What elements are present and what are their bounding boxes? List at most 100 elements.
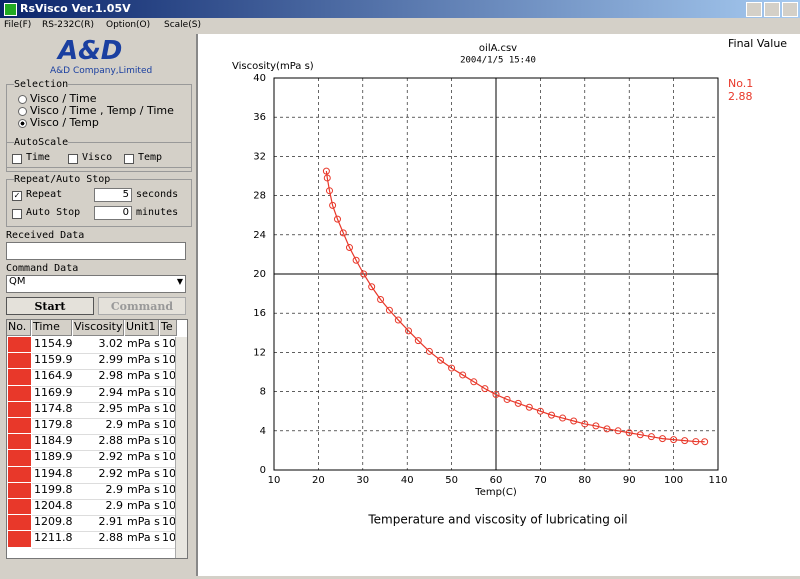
cell: mPa s xyxy=(125,515,160,533)
row-marker xyxy=(8,401,31,417)
cell: 2.99 xyxy=(73,353,125,371)
close[interactable] xyxy=(782,2,798,17)
data-point xyxy=(352,256,360,264)
checkbox-label: Repeat xyxy=(26,189,63,200)
app-icon xyxy=(4,3,17,16)
x-tick-label: 50 xyxy=(445,475,458,486)
data-point xyxy=(670,436,678,444)
data-point xyxy=(425,347,433,355)
checkbox-list: Time Visco Temp xyxy=(12,152,192,166)
data-table: No. Time Viscosity Unit1 Te 1154.9 3.02 mPa s 10… xyxy=(6,319,188,559)
row-marker xyxy=(8,466,31,482)
data-point xyxy=(459,371,467,379)
x-tick-label: 90 xyxy=(623,475,636,486)
data-point xyxy=(559,414,567,422)
data-point xyxy=(385,306,393,314)
plot-frame xyxy=(273,77,719,471)
cell: 1194.8 xyxy=(32,467,73,484)
cell: 10 xyxy=(160,402,178,419)
radio[interactable] xyxy=(18,95,27,104)
column-header: Unit1 xyxy=(125,320,159,336)
start-button[interactable]: Start xyxy=(6,297,94,315)
cell: 10 xyxy=(160,337,178,355)
group-label: Repeat/Auto Stop xyxy=(14,174,111,185)
cell: 1174.8 xyxy=(32,402,73,419)
radio[interactable] xyxy=(18,119,27,128)
cell: mPa s xyxy=(125,369,160,387)
data-point xyxy=(339,229,347,237)
menu-item[interactable]: File(F) xyxy=(4,20,32,30)
data-point xyxy=(405,327,413,335)
row-marker xyxy=(8,482,31,498)
data-point xyxy=(659,435,666,443)
x-axis-label: Temp(C) xyxy=(474,487,517,498)
data-point xyxy=(570,417,578,425)
x-tick-label: 10 xyxy=(268,475,281,486)
data-point xyxy=(581,420,589,428)
menu-item[interactable]: Scale(S) xyxy=(164,20,201,30)
checkbox[interactable] xyxy=(124,154,134,164)
minimize[interactable] xyxy=(746,2,762,17)
y-tick-label: 4 xyxy=(260,426,266,437)
cell: 2.95 xyxy=(73,402,125,419)
chart-panel: oilA.csv 2004/1/5 15:40 Viscosity(mPa s)… xyxy=(196,34,800,576)
checkbox[interactable] xyxy=(12,209,22,219)
cell: mPa s xyxy=(125,499,160,517)
unit-label: seconds xyxy=(136,189,179,200)
row-marker xyxy=(8,385,31,401)
data-point xyxy=(322,167,330,175)
radio-label: Visco / Time , Temp / Time xyxy=(30,104,174,117)
autostop-field[interactable]: 0 xyxy=(94,206,132,220)
data-point xyxy=(481,385,489,393)
group-label: Selection xyxy=(14,79,69,90)
menu-item[interactable]: Option(O) xyxy=(106,20,151,30)
cell: 1179.8 xyxy=(32,418,73,436)
y-tick-label: 40 xyxy=(253,73,266,84)
data-point xyxy=(701,438,709,446)
data-point xyxy=(536,407,544,415)
title-bar: RsVisco Ver.1.05V xyxy=(0,0,800,18)
cell: 1159.9 xyxy=(32,353,73,371)
x-tick-label: 40 xyxy=(401,475,414,486)
checkbox[interactable] xyxy=(12,154,22,164)
cell: 10 xyxy=(160,386,178,403)
row-marker xyxy=(8,434,31,450)
checkbox[interactable]: ✓ xyxy=(12,191,22,201)
x-tick-label: 100 xyxy=(664,475,683,486)
cell: 1154.9 xyxy=(32,337,73,355)
received-field[interactable] xyxy=(6,242,186,260)
cell: mPa s xyxy=(125,353,160,371)
data-point xyxy=(603,425,611,433)
x-tick-label: 70 xyxy=(534,475,547,486)
final-value: 2.88 xyxy=(728,90,753,103)
maximize[interactable] xyxy=(764,2,780,17)
scrollbar[interactable] xyxy=(175,337,187,558)
company: A&D Company,Limited xyxy=(50,66,153,76)
data-point xyxy=(368,283,376,291)
radio[interactable] xyxy=(18,107,27,116)
data-point xyxy=(377,295,385,303)
repeat-field[interactable]: 5 xyxy=(94,188,132,202)
cell: mPa s xyxy=(125,386,160,403)
row-marker xyxy=(8,450,31,466)
row-marker xyxy=(8,418,31,434)
radio-label: Visco / Temp xyxy=(30,116,99,129)
x-tick-label: 30 xyxy=(356,475,369,486)
data-point xyxy=(503,395,511,403)
cell: 10 xyxy=(160,467,178,484)
command-label: Command Data xyxy=(6,263,79,274)
command-select[interactable]: QM ▼ xyxy=(6,275,186,293)
received-label: Received Data xyxy=(6,230,85,241)
data-point xyxy=(470,378,478,386)
cell: mPa s xyxy=(125,483,160,500)
y-tick-label: 16 xyxy=(253,308,266,319)
cell: 1184.9 xyxy=(32,434,73,452)
data-point xyxy=(414,337,422,345)
cell: mPa s xyxy=(125,434,160,452)
menu-item[interactable]: RS-232C(R) xyxy=(42,20,94,30)
checkbox[interactable] xyxy=(68,154,78,164)
chart-subtitle: 2004/1/5 15:40 xyxy=(460,56,536,66)
y-tick-label: 24 xyxy=(253,230,266,241)
row-marker xyxy=(8,369,31,385)
cell: 2.9 xyxy=(73,499,125,517)
